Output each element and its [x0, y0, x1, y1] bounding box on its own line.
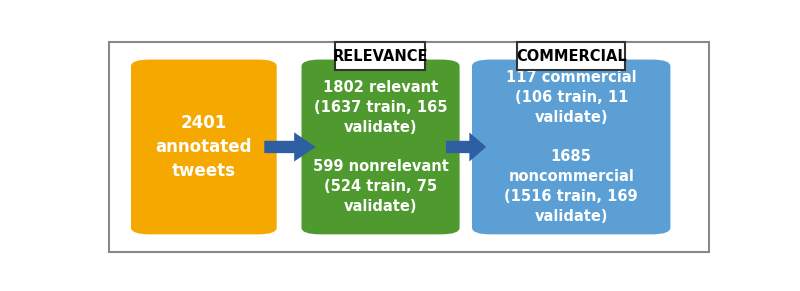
Text: 2401
annotated
tweets: 2401 annotated tweets [155, 114, 252, 180]
FancyBboxPatch shape [131, 60, 277, 234]
Text: COMMERCIAL: COMMERCIAL [516, 49, 626, 64]
FancyArrow shape [264, 132, 316, 162]
FancyBboxPatch shape [472, 60, 670, 234]
FancyBboxPatch shape [517, 42, 626, 70]
FancyBboxPatch shape [302, 60, 459, 234]
FancyBboxPatch shape [335, 42, 425, 70]
FancyArrow shape [446, 132, 486, 162]
FancyBboxPatch shape [110, 42, 710, 252]
Text: RELEVANCE: RELEVANCE [333, 49, 428, 64]
Text: 117 commercial
(106 train, 11
validate)

1685
noncommercial
(1516 train, 169
val: 117 commercial (106 train, 11 validate) … [504, 70, 638, 224]
Text: 1802 relevant
(1637 train, 165
validate)

599 nonrelevant
(524 train, 75
validat: 1802 relevant (1637 train, 165 validate)… [313, 80, 449, 214]
